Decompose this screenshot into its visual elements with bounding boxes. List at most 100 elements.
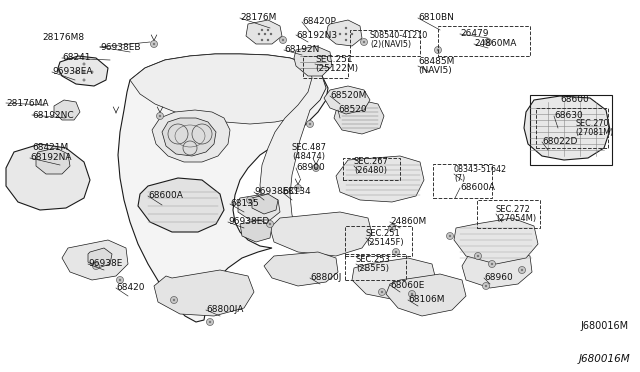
Circle shape	[249, 199, 251, 201]
Circle shape	[312, 164, 319, 171]
Polygon shape	[36, 148, 70, 174]
Text: SEC.267: SEC.267	[354, 157, 389, 167]
Circle shape	[315, 167, 317, 169]
Circle shape	[487, 41, 489, 43]
Text: 28176MA: 28176MA	[6, 99, 49, 108]
Text: 24860MA: 24860MA	[474, 39, 516, 48]
Circle shape	[258, 33, 260, 35]
Circle shape	[351, 33, 353, 35]
Polygon shape	[154, 270, 254, 316]
Bar	[477, 200, 540, 228]
Text: 68630: 68630	[554, 112, 583, 121]
Circle shape	[307, 121, 314, 128]
Circle shape	[267, 29, 269, 31]
Text: 68421M: 68421M	[32, 144, 68, 153]
Circle shape	[491, 263, 493, 265]
Text: (27054M): (27054M)	[496, 214, 536, 222]
Polygon shape	[130, 54, 326, 124]
Bar	[303, 56, 348, 78]
Text: 68134: 68134	[282, 187, 310, 196]
Circle shape	[95, 265, 97, 267]
Circle shape	[477, 255, 479, 257]
Text: 6810BN: 6810BN	[418, 13, 454, 22]
Text: 68192NC: 68192NC	[32, 110, 74, 119]
Text: 68960: 68960	[484, 273, 513, 282]
Polygon shape	[252, 194, 278, 214]
Bar	[343, 158, 400, 180]
Circle shape	[157, 112, 163, 119]
Polygon shape	[454, 218, 538, 264]
Circle shape	[447, 232, 454, 240]
Bar	[438, 26, 530, 56]
Text: SEC.487: SEC.487	[292, 144, 327, 153]
Circle shape	[90, 71, 93, 74]
Text: SEC.251: SEC.251	[366, 230, 401, 238]
Text: 68600A: 68600A	[148, 192, 183, 201]
Circle shape	[261, 39, 263, 41]
Circle shape	[411, 293, 413, 295]
Bar	[536, 108, 608, 148]
Circle shape	[345, 33, 347, 35]
Circle shape	[521, 269, 524, 271]
Text: 68241: 68241	[62, 54, 90, 62]
Text: (7): (7)	[454, 173, 465, 183]
Circle shape	[485, 285, 487, 287]
Circle shape	[435, 46, 442, 54]
Text: 68485M: 68485M	[418, 58, 454, 67]
Circle shape	[83, 62, 86, 65]
Circle shape	[339, 33, 341, 35]
Text: SEC.253: SEC.253	[356, 256, 391, 264]
Circle shape	[363, 41, 365, 43]
Circle shape	[408, 291, 415, 298]
Circle shape	[436, 49, 439, 51]
Circle shape	[267, 39, 269, 41]
Circle shape	[207, 318, 214, 326]
Polygon shape	[54, 100, 80, 120]
Polygon shape	[462, 250, 532, 288]
Circle shape	[392, 248, 399, 256]
Text: (2)(NAVI5): (2)(NAVI5)	[370, 39, 411, 48]
Polygon shape	[294, 46, 332, 76]
Polygon shape	[58, 56, 108, 86]
Text: (2B5F5): (2B5F5)	[356, 263, 389, 273]
Circle shape	[488, 260, 495, 267]
Text: 68420: 68420	[116, 283, 145, 292]
Bar	[433, 164, 492, 198]
Circle shape	[119, 279, 121, 281]
Circle shape	[264, 33, 266, 35]
Text: (25122M): (25122M)	[315, 64, 358, 73]
Polygon shape	[336, 156, 424, 202]
Text: 68135: 68135	[230, 199, 259, 208]
Circle shape	[173, 299, 175, 301]
Text: 26479: 26479	[460, 29, 488, 38]
Text: J680016M: J680016M	[579, 354, 630, 364]
Text: 96938EA: 96938EA	[52, 67, 93, 77]
Circle shape	[449, 235, 451, 237]
Text: 68192NA: 68192NA	[30, 154, 72, 163]
Polygon shape	[264, 252, 338, 286]
Circle shape	[280, 36, 287, 44]
Circle shape	[83, 78, 86, 81]
Circle shape	[170, 296, 177, 304]
Circle shape	[93, 263, 99, 269]
Circle shape	[270, 33, 272, 35]
Text: 68800JA: 68800JA	[206, 305, 243, 314]
Circle shape	[246, 196, 253, 203]
Bar	[345, 226, 412, 256]
Polygon shape	[324, 86, 370, 114]
Polygon shape	[62, 240, 128, 280]
Text: (25145F): (25145F)	[366, 237, 404, 247]
Text: 68520M: 68520M	[330, 92, 366, 100]
Polygon shape	[326, 20, 362, 46]
Text: 68900: 68900	[296, 164, 324, 173]
Text: 96938EB: 96938EB	[100, 42, 141, 51]
Text: 96938E: 96938E	[88, 260, 122, 269]
Polygon shape	[152, 110, 230, 162]
Polygon shape	[138, 178, 224, 232]
Text: 96938ED: 96938ED	[228, 218, 269, 227]
Circle shape	[83, 71, 86, 74]
Circle shape	[150, 41, 157, 48]
Polygon shape	[246, 20, 282, 44]
Text: 68800J: 68800J	[310, 273, 341, 282]
Circle shape	[388, 224, 396, 231]
